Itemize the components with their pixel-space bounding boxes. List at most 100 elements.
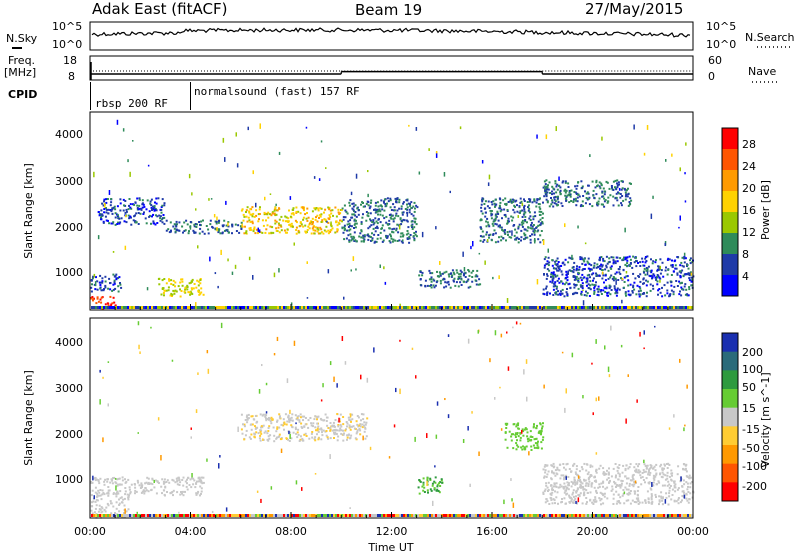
power-data-cell-1070	[474, 279, 477, 282]
vel-data-cell-652	[433, 488, 436, 491]
power-data-speck-2325	[197, 290, 199, 293]
vel-data-ground-1755	[499, 514, 501, 517]
power-data-cell-1133	[445, 285, 448, 288]
power-data-cell-2289	[689, 262, 692, 265]
power-data-cell-2240	[616, 256, 619, 259]
vel-data-cell-61	[102, 492, 105, 494]
vel-data-cell-1388	[641, 501, 644, 504]
vel-data-cell-1359	[606, 469, 608, 472]
power-data-cell-1142	[469, 285, 472, 288]
power-data-cell-1893	[561, 288, 564, 291]
vel-data-ground-1795	[579, 514, 581, 517]
vel-data-cell-643	[434, 476, 437, 479]
vel-data-cell-794	[551, 470, 553, 473]
vel-data-cell-444	[247, 413, 250, 416]
power-data-cell-1309	[482, 240, 485, 243]
vel-data-cell-519	[259, 434, 262, 437]
vel-data-cell-1346	[572, 495, 575, 498]
power-data-ground-2508	[191, 306, 193, 309]
power-data-cell-455	[325, 220, 328, 223]
vel-data-speck-1454	[469, 483, 471, 488]
power-data-cell-1169	[439, 273, 442, 276]
power-data-cell-1769	[658, 288, 661, 290]
vel-data-ground-1660	[309, 514, 311, 517]
power-data-cell-2048	[633, 281, 636, 284]
vel-data-cell-1202	[669, 485, 672, 487]
vel-data-cell-664	[419, 480, 422, 483]
power-data-cell-558	[319, 215, 322, 218]
vel-data-cell-514	[323, 419, 326, 422]
power-data-cell-2141	[546, 274, 549, 277]
power-data-cell-450	[201, 230, 204, 233]
power-data-cell-651	[316, 227, 319, 230]
power-data-cell-2080	[586, 278, 589, 281]
power-data-ground-2617	[409, 306, 411, 309]
vel-data-cell-1267	[633, 466, 636, 469]
power-data-cell-2250	[664, 269, 667, 272]
power-data-cell-955	[386, 202, 388, 205]
power-data-cell-827	[389, 233, 392, 236]
power-data-cell-1554	[543, 185, 546, 188]
power-data-cell-1949	[679, 290, 681, 293]
vel-data-speck-1471	[639, 331, 641, 337]
power-data-cell-2213	[603, 286, 606, 289]
vel-data-cell-748	[541, 438, 544, 441]
vel-data-ground-1621	[231, 514, 233, 517]
power-cb-swatch-1	[722, 149, 738, 171]
vel-data-ground-1732	[453, 514, 455, 517]
power-data-cell-1054	[353, 223, 356, 226]
power-data-cell-1452	[533, 199, 536, 202]
power-data-cell-1916	[566, 288, 568, 290]
power-data-cell-569	[252, 212, 255, 215]
power-data-cell-288	[114, 208, 117, 211]
vel-data-cell-1094	[668, 475, 671, 478]
vel-data-cell-803	[610, 475, 613, 478]
power-data-cell-1426	[485, 220, 488, 223]
power-data-cell-1573	[610, 185, 613, 187]
power-data-speck-2371	[659, 279, 661, 283]
vel-data-speck-1520	[467, 338, 470, 344]
power-data-cell-1536	[616, 199, 619, 202]
vel-data-cell-1299	[616, 500, 619, 503]
power-data-ground-2618	[411, 306, 413, 309]
vel-data-cell-1017	[567, 488, 570, 491]
power-data-cell-856	[379, 221, 382, 224]
power-data-cell-1787	[590, 268, 593, 271]
vel-data-cell-1310	[572, 489, 575, 492]
vel-data-cell-793	[637, 486, 640, 488]
vel-data-cell-332	[333, 431, 335, 434]
vel-data-ground-1669	[327, 514, 329, 517]
vel-data-cell-297	[316, 427, 319, 430]
vel-data-speck-1539	[467, 426, 469, 431]
vel-data-cell-134	[117, 492, 120, 495]
power-data-cell-1582	[575, 204, 578, 207]
power-data-speck-2339	[327, 269, 330, 274]
power-data-ground-2534	[243, 306, 245, 309]
power-data-cell-1105	[471, 280, 474, 283]
power-data-ground-2692	[559, 306, 561, 309]
power-data-cell-96	[165, 289, 168, 292]
vel-data-cell-1002	[682, 490, 685, 493]
power-data-ground-2522	[219, 306, 221, 309]
power-data-speck-2398	[582, 300, 585, 306]
vel-data-cell-442	[333, 425, 336, 428]
power-data-speck-2425	[259, 123, 261, 129]
vel-data-cell-930	[688, 474, 691, 477]
vel-data-ground-1792	[573, 514, 575, 517]
vel-data-cell-1379	[622, 489, 625, 491]
power-data-cell-290	[119, 198, 122, 201]
vel-data-speck-1447	[338, 417, 340, 423]
power-data-cell-925	[416, 206, 419, 209]
power-data-cell-2290	[581, 285, 584, 288]
power-data-ground-2735	[645, 306, 647, 309]
vel-data-ground-1563	[115, 514, 117, 517]
power-data-cell-1011	[406, 208, 409, 211]
power-data-cell-662	[249, 207, 252, 210]
vel-data-ground-1703	[395, 514, 397, 517]
vel-data-cell-1278	[608, 467, 610, 470]
power-data-cell-1997	[565, 291, 568, 294]
power-data-cell-699	[312, 221, 314, 223]
vel-data-ground-1612	[213, 514, 215, 517]
power-data-cell-1067	[460, 271, 463, 274]
power-data-cell-597	[287, 217, 290, 220]
